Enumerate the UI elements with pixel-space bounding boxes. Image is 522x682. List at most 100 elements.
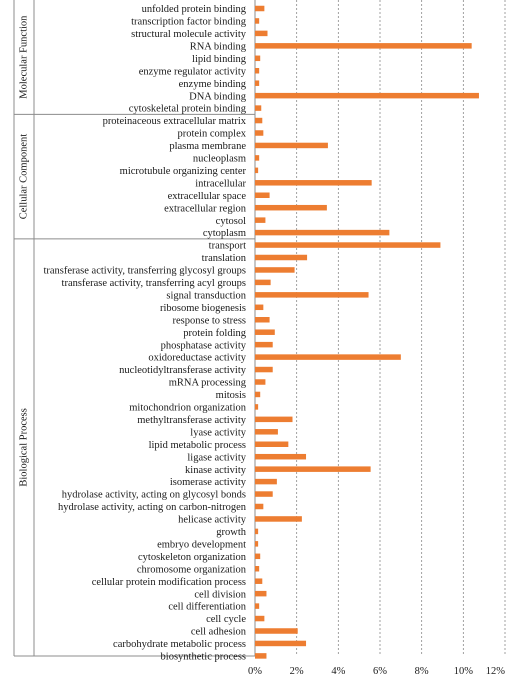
category-label: lyase activity [190,427,246,438]
bar [255,366,273,373]
bar [255,578,263,584]
group-labels: Molecular Function Cellular Component Biol… [19,15,30,487]
category-labels: unfolded protein binding transcription fa… [43,4,246,662]
category-label: transferase activity, transferring acyl … [62,278,246,289]
category-label: cellular protein modification process [92,577,246,588]
category-label: mRNA processing [169,378,247,389]
bar [255,254,308,261]
category-label: cytoskeletal protein binding [129,104,247,115]
category-label: lipid binding [192,54,247,65]
bar [255,478,277,485]
bar [255,267,295,273]
bar [255,204,327,211]
bar [255,18,260,24]
group-label: Biological Process [19,408,30,486]
category-label: unfolded protein binding [142,4,247,15]
group-label: Cellular Component [19,134,30,220]
bar [255,92,479,99]
bar [255,354,401,360]
category-label: translation [202,253,247,264]
category-label: growth [216,527,246,538]
category-label: methyltransferase activity [137,415,246,426]
category-label: intracellular [195,178,246,189]
category-label: transcription factor binding [131,17,247,28]
category-label: enzyme binding [179,79,247,90]
category-label: enzyme regulator activity [139,66,247,77]
group-label: Molecular Function [19,15,30,99]
category-label: helicase activity [178,515,247,526]
x-tick-label: 12% [486,666,506,677]
category-label: transferase activity, transferring glyco… [43,266,246,277]
category-label: extracellular space [168,191,247,202]
bar [255,167,259,174]
category-label: nucleotidyltransferase activity [119,365,247,376]
x-tick-label: 2% [290,666,304,677]
category-label: protein folding [183,328,246,339]
category-label: isomerase activity [170,477,247,488]
category-label: transport [209,241,246,252]
bar [255,466,371,472]
category-label: cytosol [216,216,246,227]
bar [255,292,369,298]
bar [255,391,261,398]
category-label: cell adhesion [191,627,247,638]
bar [255,55,261,62]
category-label: lipid metabolic process [149,440,246,451]
category-label: cell differentiation [168,602,246,613]
bar [255,242,441,248]
bar [255,553,261,560]
category-label: mitosis [216,390,246,401]
bar [255,43,472,49]
category-label: response to stress [173,315,247,326]
bar [255,105,262,111]
bar [255,217,266,223]
category-label: carbohydrate metabolic process [113,639,246,650]
x-tick-label: 10% [454,666,474,677]
bar [255,80,260,86]
category-label: embryo development [157,539,246,550]
bar [255,491,273,497]
bar [255,429,278,435]
category-label: signal transduction [166,290,246,301]
x-tick-label: 8% [415,666,429,677]
bar [255,441,289,447]
category-label: ligase activity [187,452,246,463]
bar [255,304,264,311]
category-label: cell division [194,589,246,600]
bar [255,516,302,522]
category-label: plasma membrane [169,141,246,152]
bar [255,341,273,348]
category-label: phosphatase activity [161,340,247,351]
bar [255,317,270,323]
bar [255,603,260,609]
x-tick-label: 0% [248,666,262,677]
x-axis-tick-labels: 0% 2% 4% 6% 8% 10% 12% [248,666,505,677]
category-label: hydrolase activity, acting on glycosyl b… [62,490,246,501]
bar [255,180,372,186]
category-label: cytoskeleton organization [138,552,247,563]
bar [255,379,266,385]
category-label: RNA binding [190,41,247,52]
category-label: microtubule organizing center [120,166,247,177]
bar [255,653,267,659]
bar [255,5,265,12]
bar [255,566,260,572]
bar [255,68,260,74]
category-label: structural molecule activity [131,29,247,40]
category-label: hydrolase activity, acting on carbon-nit… [58,502,247,513]
bar [255,528,259,535]
bar [255,142,328,149]
category-label: biosynthetic process [161,652,246,663]
category-label: mitochondrion organization [129,403,246,414]
bar [255,329,275,335]
bar [255,279,271,286]
category-label: chromosome organization [137,564,247,575]
category-label: cell cycle [206,614,246,625]
bar [255,640,307,647]
x-tick-label: 6% [373,666,387,677]
bar [255,615,265,622]
category-label: kinase activity [185,465,247,476]
bar [255,416,293,423]
bar [255,155,260,161]
